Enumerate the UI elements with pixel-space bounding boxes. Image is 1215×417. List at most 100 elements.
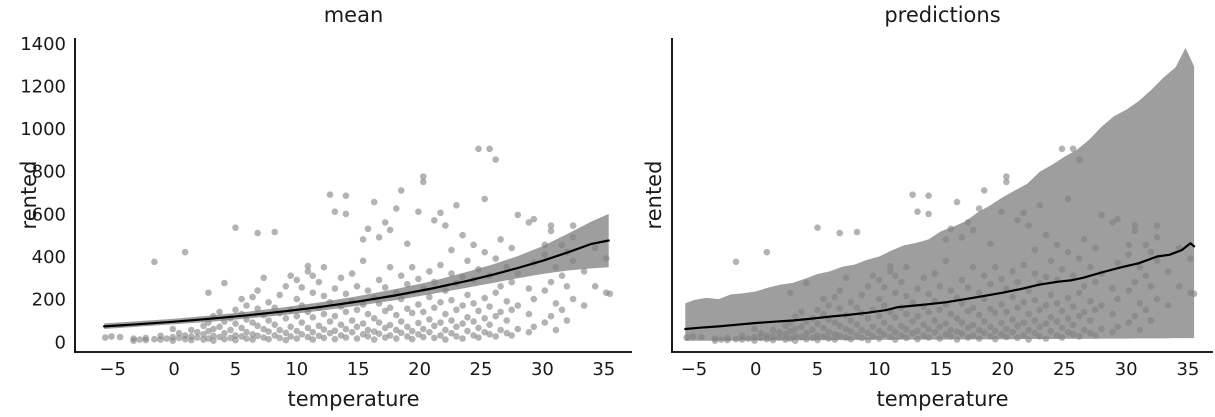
scatter-point [751,325,758,333]
scatter-point [331,285,339,292]
scatter-point [869,272,877,280]
scatter-point [745,335,752,342]
scatter-point [847,299,855,306]
scatter-point [431,304,438,312]
scatter-point [282,329,290,337]
scatter-point [914,327,921,335]
scatter-point [448,296,455,304]
scatter-point [331,312,339,320]
scatter-point [475,145,482,153]
scatter-point [847,335,855,343]
scatter-point [958,319,966,326]
scatter-point [1125,287,1132,294]
scatter-point [1064,195,1072,203]
scatter-point [1047,327,1055,335]
scatter-point [282,283,290,290]
scatter-point [503,298,511,305]
scatter-point [763,332,771,339]
scatter-point [1069,145,1077,153]
scatter-point [875,335,883,342]
scatter-point [814,320,821,327]
scatter-point [791,337,799,345]
scatter-point [459,320,466,327]
scatter-point [909,191,916,198]
scatter-point [221,318,228,325]
scatter-point [998,301,1005,308]
scatter-point [282,315,290,322]
scatter-point [249,319,256,326]
scatter-point [975,326,983,334]
scatter-point [898,332,905,340]
scatter-point [980,318,988,325]
scatter-point [359,320,367,327]
scatter-point [1053,318,1061,325]
scatter-point [964,334,972,341]
scatter-point [243,335,250,342]
scatter-point [757,334,764,342]
y-tick-label: 1400 [20,34,66,55]
scatter-point [514,270,522,277]
scatter-point [953,336,961,343]
scatter-point [1190,290,1198,298]
scatter-point [298,331,306,338]
scatter-point [751,333,758,341]
scatter-point [359,257,367,265]
scatter-point [958,234,966,241]
scatter-point [492,289,500,297]
scatter-point [486,145,493,153]
scatter-point [437,319,444,326]
scatter-point [1187,255,1194,262]
scatter-point [931,270,939,277]
scatter-point [947,225,955,233]
x-tick-label: 25 [1053,359,1076,380]
scatter-point [547,278,555,286]
scatter-point [1036,323,1043,331]
scatter-point [947,333,955,340]
scatter-point [947,287,955,294]
x-tick-label: 30 [531,359,554,380]
scatter-point [353,306,361,314]
scatter-point [238,295,245,303]
scatter-point [1080,283,1088,290]
scatter-point [898,322,905,330]
scatter-point [987,323,994,331]
scatter-point [903,263,910,271]
scatter-point [370,315,378,322]
panel-predictions-xaxis-label: temperature [877,387,1009,411]
x-tick-label: 25 [470,359,493,380]
scatter-point [980,295,988,303]
scatter-point [353,283,361,290]
scatter-point [880,302,888,309]
scatter-point [992,335,999,343]
scatter-point [386,332,394,339]
scatter-point [1025,326,1032,334]
scatter-point [470,300,477,307]
scatter-point [1036,306,1043,314]
scatter-point [964,307,972,315]
scatter-point [558,272,566,280]
x-tick-label: 20 [991,359,1014,380]
scatter-point [791,325,799,333]
y-tick-label: 600 [32,204,66,225]
scatter-point [151,258,158,266]
scatter-point [276,291,284,299]
scatter-point [809,334,816,342]
scatter-point [508,306,515,314]
scatter-point [514,211,522,219]
scatter-point [342,308,350,316]
scatter-point [775,328,783,336]
scatter-point [836,229,843,237]
scatter-point [431,217,438,224]
scatter-point [992,327,999,335]
y-tick-label: 800 [32,162,66,183]
scatter-point [337,274,345,282]
scatter-point [1025,336,1032,343]
scatter-point [1025,310,1032,318]
scatter-point [464,257,471,265]
scatter-point [763,248,771,256]
scatter-point [732,335,740,343]
scatter-point [475,307,482,315]
scatter-point [563,283,571,290]
scatter-point [958,330,966,338]
